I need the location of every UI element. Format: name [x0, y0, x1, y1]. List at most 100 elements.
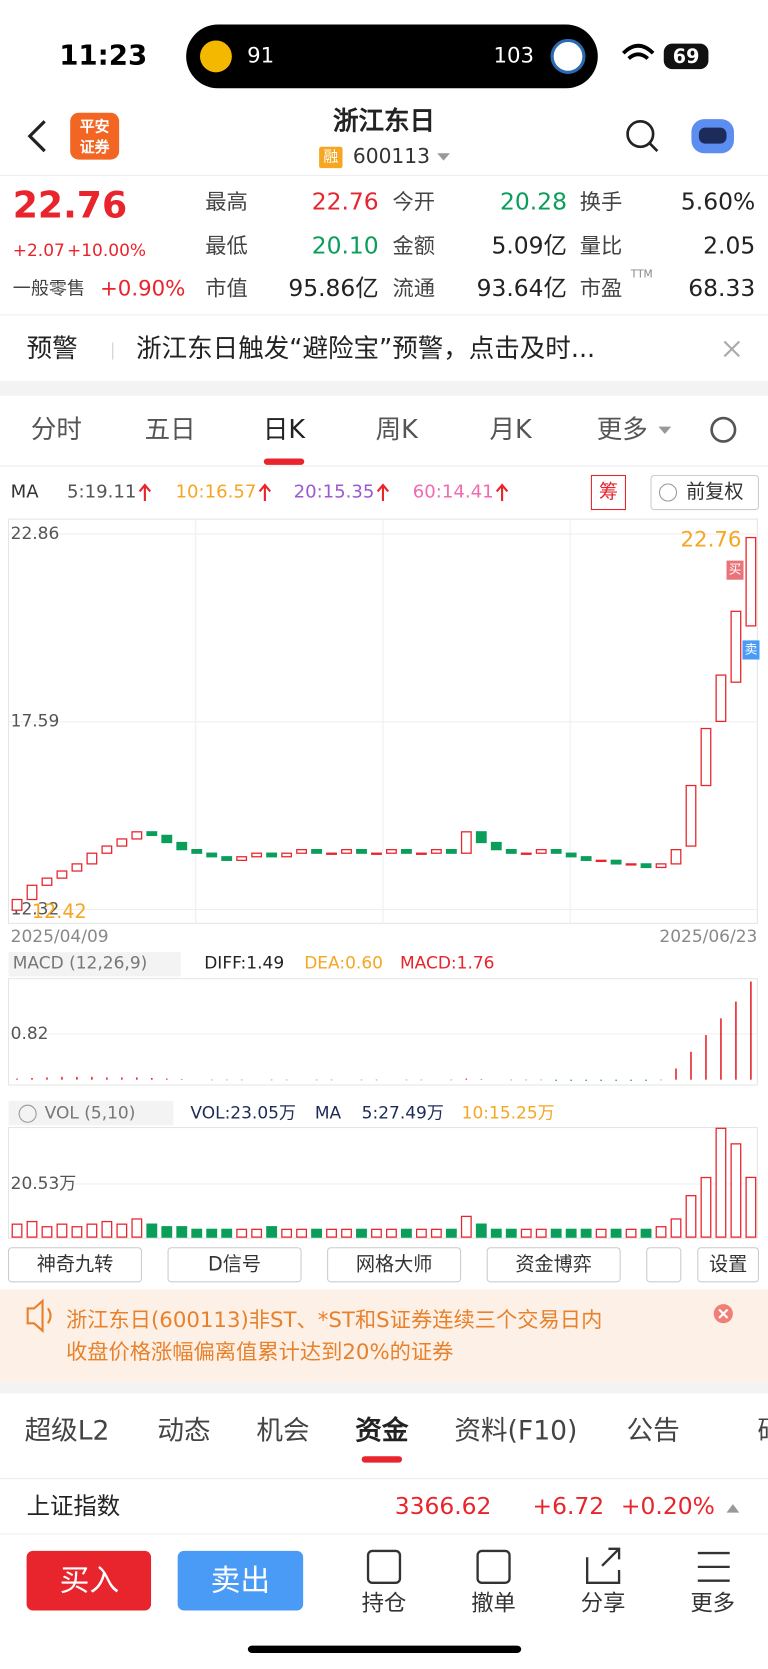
volume-bar [460, 1215, 472, 1238]
volume-bar [625, 1228, 637, 1238]
ma-label: MA [11, 482, 40, 503]
icon[interactable] [366, 1549, 402, 1584]
robot[interactable] [698, 127, 727, 144]
tool-label[interactable]: D信号 [208, 1252, 261, 1275]
sell-btn[interactable] [177, 1550, 304, 1611]
volume-bar [11, 1223, 23, 1238]
tool-label[interactable]: 神奇九转 [37, 1252, 114, 1275]
volume-bar [565, 1228, 577, 1238]
adjust-btn[interactable] [650, 474, 759, 511]
subtab[interactable]: 研报 [757, 1415, 768, 1446]
icon[interactable] [476, 1549, 511, 1584]
battery: 69 [673, 45, 700, 68]
logo [70, 112, 120, 160]
volume-bar [86, 1223, 98, 1238]
candle [206, 852, 218, 858]
change: +2.07 [13, 241, 65, 261]
tool-label[interactable]: 网格大师 [356, 1252, 433, 1275]
candle [26, 884, 38, 901]
subtab[interactable]: 超级L2 [25, 1415, 110, 1446]
subtab[interactable]: 动态 [157, 1415, 210, 1446]
adjust[interactable]: 前复权 [686, 480, 743, 503]
tool-btn[interactable] [697, 1247, 759, 1283]
candle [400, 849, 412, 854]
back[interactable] [27, 120, 46, 153]
low-price: 12.42 [32, 900, 87, 923]
home-indicator [247, 1645, 522, 1654]
date: 2025/04/09 [11, 927, 109, 947]
tool-btn[interactable] [486, 1247, 621, 1283]
candle [610, 859, 622, 865]
volume-bar [445, 1228, 457, 1238]
stat-label: 量比 [580, 234, 623, 259]
vol-title: VOL (5,10) [45, 1104, 136, 1124]
tab[interactable]: 日K [263, 415, 307, 445]
subtab[interactable]: 资料(F10) [454, 1415, 577, 1446]
label-bg [8, 952, 181, 977]
candle [460, 831, 472, 854]
volume-bar [296, 1228, 308, 1238]
search[interactable] [648, 142, 659, 153]
subtab[interactable]: 资金 [355, 1415, 409, 1446]
date: 2025/06/23 [659, 927, 757, 947]
dropdown[interactable] [437, 153, 450, 161]
stat-label: 金额 [393, 234, 436, 259]
volume-bar [161, 1226, 173, 1238]
candle [520, 852, 532, 855]
logo-text: 平安 [80, 118, 110, 136]
subtab[interactable]: 公告 [627, 1415, 680, 1446]
volume-bar [191, 1228, 203, 1238]
buy[interactable]: 买入 [60, 1563, 120, 1598]
pct: +10.00% [67, 241, 146, 261]
tool-label[interactable]: 资金博弈 [515, 1252, 592, 1275]
chip[interactable]: 筹 [599, 480, 618, 503]
action[interactable]: 撤单 [471, 1591, 516, 1617]
icon[interactable] [585, 1547, 621, 1584]
candle [101, 845, 113, 854]
y-tick-label: 17.59 [11, 712, 60, 732]
sell[interactable]: 卖出 [211, 1563, 271, 1598]
dropdown[interactable] [658, 426, 672, 435]
band [0, 1382, 768, 1394]
volume-bar [730, 1143, 742, 1238]
tab[interactable]: 五日 [145, 415, 196, 445]
macd-title: MACD (12,26,9) [13, 954, 148, 974]
tool-btn[interactable] [7, 1247, 143, 1283]
tab[interactable]: 周K [376, 415, 420, 445]
candle [445, 849, 457, 854]
stat-label: 流通 [393, 276, 436, 301]
volume-bar [595, 1228, 607, 1238]
stat-label: 换手 [580, 190, 623, 215]
action[interactable]: 更多 [690, 1591, 735, 1617]
expand[interactable] [726, 1504, 740, 1513]
alert-text[interactable]: 浙江东日触发“避险宝”预警，点击及时... [136, 334, 595, 364]
last-price: 22.76 [681, 527, 742, 552]
tool-btn[interactable] [167, 1247, 302, 1283]
tool-label[interactable]: 设置 [709, 1252, 747, 1275]
index-value: 3366.62 [395, 1492, 492, 1520]
title: 浙江东日 [333, 106, 435, 136]
tab[interactable]: 分时 [31, 415, 82, 445]
volume-bar [311, 1228, 322, 1238]
candle [11, 898, 23, 911]
subtab[interactable]: 机会 [256, 1415, 309, 1446]
tab[interactable]: 月K [489, 415, 533, 445]
buy-btn[interactable] [26, 1550, 152, 1611]
volume-bar [281, 1228, 293, 1238]
candle [86, 852, 98, 865]
icon[interactable] [697, 1551, 730, 1582]
tab[interactable]: 更多 [597, 415, 648, 445]
volume-bar [535, 1228, 547, 1238]
search[interactable] [626, 119, 655, 149]
close[interactable] [718, 1308, 729, 1319]
tag-bg [726, 560, 744, 580]
close[interactable] [723, 340, 741, 358]
y-tick-label: 20.53万 [11, 1174, 77, 1194]
action[interactable]: 分享 [581, 1591, 626, 1617]
settings[interactable] [710, 416, 737, 443]
tool-btn[interactable] [327, 1247, 462, 1283]
chip[interactable] [590, 474, 626, 511]
tool-btn[interactable] [646, 1247, 682, 1283]
volume-bar [221, 1228, 233, 1238]
action[interactable]: 持仓 [362, 1591, 407, 1617]
